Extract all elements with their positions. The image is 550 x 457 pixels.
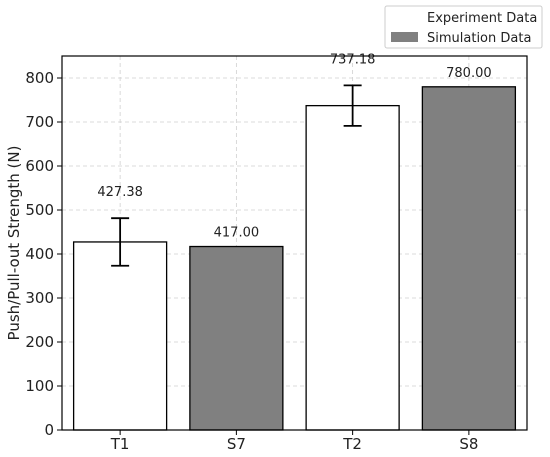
y-axis-title: Push/Pull-out Strength (N)	[5, 146, 23, 341]
y-tick-label: 300	[25, 289, 54, 307]
bar-s7	[189, 245, 284, 431]
data-label: 417.00	[214, 226, 260, 241]
legend-frame	[384, 5, 543, 49]
y-tick-label: 0	[44, 421, 54, 439]
y-tick-label: 400	[25, 245, 54, 263]
data-label: 427.38	[97, 185, 143, 200]
data-label: 737.18	[330, 52, 376, 67]
y-tick-label: 600	[25, 157, 54, 175]
y-tick-label: 700	[25, 113, 54, 131]
bar-s8	[421, 86, 517, 431]
legend-label-experiment: Experiment Data	[427, 11, 537, 26]
bar-t2	[305, 104, 400, 431]
legend-label-simulation: Simulation Data	[427, 31, 531, 46]
x-tick-label: T2	[342, 435, 362, 453]
data-label: 780.00	[446, 66, 492, 81]
y-tick-label: 500	[25, 201, 54, 219]
y-tick-label: 100	[25, 377, 54, 395]
y-tick-label: 800	[25, 69, 54, 87]
x-tick-label: S8	[459, 435, 478, 453]
legend-swatch-simulation	[391, 32, 418, 42]
x-tick-label: S7	[227, 435, 246, 453]
y-axis-ticks: 0 100 200 300 400 500 600 700 800	[25, 69, 62, 439]
y-tick-label: 200	[25, 333, 54, 351]
bar-t1	[72, 241, 168, 431]
error-bars	[111, 84, 362, 267]
x-tick-label: T1	[110, 435, 130, 453]
bars	[72, 86, 517, 431]
plot-frame	[61, 55, 528, 431]
legend-swatch-experiment	[391, 12, 418, 22]
x-axis-ticks: T1 S7 T2 S8	[110, 430, 478, 453]
legend: Experiment Data Simulation Data	[384, 5, 543, 49]
